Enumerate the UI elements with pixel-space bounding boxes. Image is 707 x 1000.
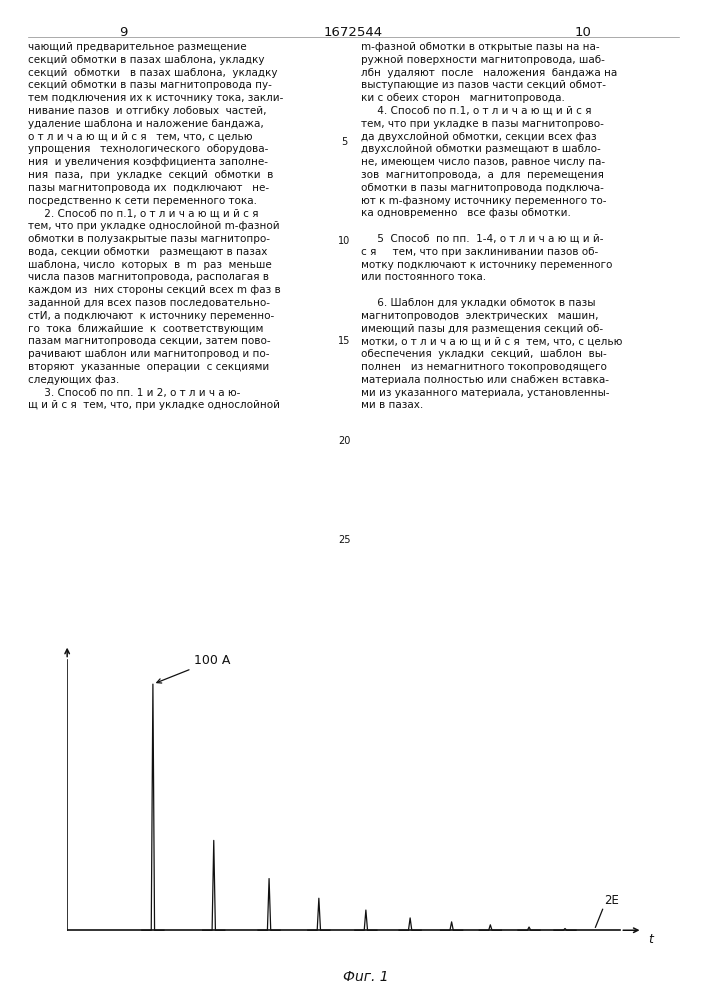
Text: 10: 10: [338, 236, 351, 246]
Text: 1672544: 1672544: [324, 26, 383, 39]
Text: Фuг. 1: Фuг. 1: [343, 970, 389, 984]
Text: m-фазной обмотки в открытые пазы на на-
ружной поверхности магнитопровода, шаб-
: m-фазной обмотки в открытые пазы на на- …: [361, 42, 622, 410]
Text: 9: 9: [119, 26, 128, 39]
Text: 25: 25: [338, 535, 351, 545]
Text: 100 А: 100 А: [157, 654, 230, 683]
Text: 5: 5: [341, 137, 347, 147]
Text: чающий предварительное размещение
секций обмотки в пазах шаблона, укладку
секций: чающий предварительное размещение секций…: [28, 42, 284, 410]
Text: 20: 20: [338, 436, 351, 446]
Text: 15: 15: [338, 336, 351, 346]
Text: 2E: 2E: [604, 894, 619, 907]
Text: 10: 10: [575, 26, 592, 39]
Text: t: t: [648, 933, 653, 946]
